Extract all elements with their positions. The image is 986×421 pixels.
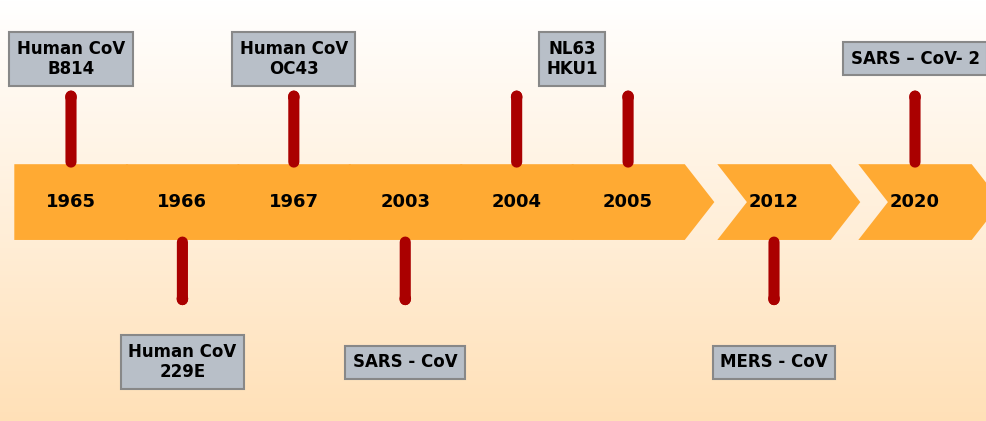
Text: 2020: 2020 (890, 193, 940, 211)
Polygon shape (718, 164, 860, 240)
Polygon shape (858, 164, 986, 240)
Text: NL63
HKU1: NL63 HKU1 (546, 40, 598, 78)
Polygon shape (349, 164, 491, 240)
Text: 2005: 2005 (603, 193, 653, 211)
Text: SARS - CoV: SARS - CoV (353, 353, 458, 371)
Text: 2003: 2003 (381, 193, 430, 211)
Polygon shape (459, 164, 603, 240)
Polygon shape (237, 164, 380, 240)
Text: Human CoV
229E: Human CoV 229E (128, 343, 237, 381)
Text: 2012: 2012 (749, 193, 799, 211)
Polygon shape (14, 164, 158, 240)
Polygon shape (126, 164, 268, 240)
Text: Human CoV
OC43: Human CoV OC43 (240, 40, 348, 78)
Text: 1967: 1967 (269, 193, 318, 211)
Polygon shape (572, 164, 714, 240)
Text: 1965: 1965 (46, 193, 96, 211)
Text: SARS – CoV- 2: SARS – CoV- 2 (851, 50, 979, 68)
Text: 2004: 2004 (492, 193, 541, 211)
Text: Human CoV
B814: Human CoV B814 (17, 40, 125, 78)
Text: MERS - CoV: MERS - CoV (720, 353, 828, 371)
Text: 1966: 1966 (158, 193, 207, 211)
